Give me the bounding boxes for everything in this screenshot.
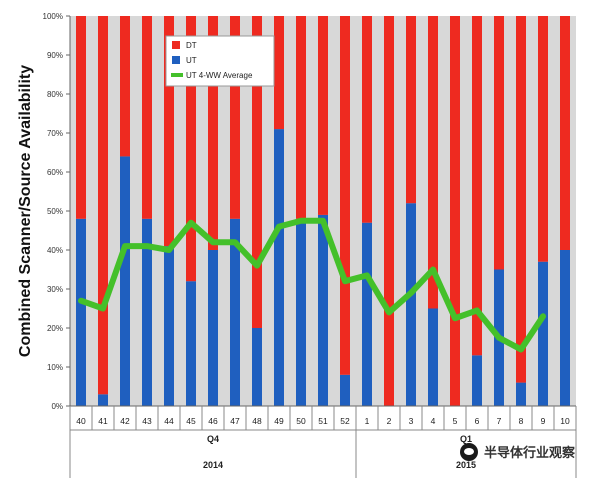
- x-tick-label-41: 41: [98, 416, 108, 426]
- bar-dt-40: [76, 16, 86, 219]
- bar-ut-46: [208, 250, 218, 406]
- wechat-icon: [459, 442, 478, 461]
- y-axis-label: Combined Scanner/Source Availability: [17, 65, 34, 357]
- bar-ut-52: [340, 374, 350, 406]
- bar-ut-4: [428, 308, 438, 406]
- y-axis: 0% 10% 20% 30% 40% 50% 60% 70% 80% 90% 100%: [43, 12, 71, 411]
- bar-dt-1: [362, 16, 372, 223]
- x-tick-label-43: 43: [142, 416, 152, 426]
- x-tick-label-52: 52: [340, 416, 350, 426]
- bar-dt-4: [428, 16, 438, 309]
- line-ut-4ww-average: [78, 217, 546, 353]
- x-tick-label-7: 7: [497, 416, 502, 426]
- bar-dt-49: [274, 16, 284, 130]
- x-tick-label-6: 6: [475, 416, 480, 426]
- bar-ut-41: [98, 394, 108, 406]
- x-tick-label-2: 2: [387, 416, 392, 426]
- bar-dt-47: [230, 16, 240, 219]
- y-tick-label: 100%: [43, 12, 63, 21]
- x-tick-label-46: 46: [208, 416, 218, 426]
- bar-dt-51: [318, 16, 328, 215]
- bar-ut-43: [142, 218, 152, 406]
- x-quarter-label-Q4: Q4: [207, 434, 219, 444]
- y-tick-label: 30%: [47, 285, 63, 294]
- bar-ut-6: [472, 355, 482, 406]
- y-tick-label: 0%: [51, 402, 63, 411]
- bar-dt-48: [252, 16, 262, 328]
- x-tick-label-47: 47: [230, 416, 240, 426]
- x-tick-label-3: 3: [409, 416, 414, 426]
- y-tick-label: 10%: [47, 363, 63, 372]
- bar-ut-51: [318, 214, 328, 406]
- bar-dt-44: [164, 16, 174, 247]
- x-tick-label-8: 8: [519, 416, 524, 426]
- bar-ut-9: [538, 261, 548, 406]
- bar-dt-6: [472, 16, 482, 356]
- bar-dt-52: [340, 16, 350, 375]
- bar-dt-46: [208, 16, 218, 250]
- y-tick-label: 20%: [47, 324, 63, 333]
- y-tick-label: 60%: [47, 168, 63, 177]
- legend-swatch-DT: [172, 41, 180, 49]
- x-tick-label-50: 50: [296, 416, 306, 426]
- legend-label-UT 4-WW Average: UT 4-WW Average: [186, 71, 253, 80]
- bar-ut-45: [186, 281, 196, 406]
- x-year-label-2014: 2014: [203, 460, 223, 470]
- bar-dt-45: [186, 16, 196, 282]
- bar-dt-3: [406, 16, 416, 204]
- x-tick-label-45: 45: [186, 416, 196, 426]
- y-tick-label: 50%: [47, 207, 63, 216]
- bar-dt-7: [494, 16, 504, 270]
- line-layer: [78, 217, 546, 353]
- x-tick-label-40: 40: [76, 416, 86, 426]
- legend-box: [165, 35, 275, 87]
- x-tick-label-1: 1: [365, 416, 370, 426]
- bar-dt-8: [516, 16, 526, 383]
- x-tick-label-9: 9: [541, 416, 546, 426]
- x-tick-label-44: 44: [164, 416, 174, 426]
- y-tick-label: 80%: [47, 90, 63, 99]
- bar-ut-40: [76, 218, 86, 406]
- bar-dt-50: [296, 16, 306, 219]
- legend: DT UT UT 4-WW Average: [165, 35, 275, 87]
- bar-dt-41: [98, 16, 108, 395]
- bar-dt-9: [538, 16, 548, 262]
- bar-dt-2: [384, 16, 394, 406]
- y-tick-label: 90%: [47, 51, 63, 60]
- bar-dt-10: [560, 16, 570, 250]
- bar-ut-10: [560, 250, 570, 406]
- watermark: 半导体行业观察: [459, 442, 575, 461]
- bar-ut-1: [362, 222, 372, 406]
- x-tick-label-49: 49: [274, 416, 284, 426]
- x-axis: 40 41 42 43 44 45 46 47 48 49 50 51 52 1 2 3 4 5 6 7 8 9 10Q42…: [69, 405, 577, 478]
- bars-layer: [76, 16, 570, 406]
- legend-label-UT: UT: [186, 56, 197, 65]
- legend-swatch-UT: [172, 56, 180, 64]
- y-tick-label: 70%: [47, 129, 63, 138]
- bar-ut-3: [406, 203, 416, 406]
- bar-ut-50: [296, 218, 306, 406]
- bar-ut-8: [516, 382, 526, 406]
- bar-dt-42: [120, 16, 130, 157]
- x-tick-label-5: 5: [453, 416, 458, 426]
- bar-ut-44: [164, 246, 174, 406]
- x-tick-label-10: 10: [560, 416, 570, 426]
- x-tick-label-42: 42: [120, 416, 130, 426]
- x-tick-label-48: 48: [252, 416, 262, 426]
- x-tick-label-51: 51: [318, 416, 328, 426]
- y-tick-label: 40%: [47, 246, 63, 255]
- bar-ut-48: [252, 328, 262, 406]
- x-quarter-label-Q1: Q1: [460, 434, 472, 444]
- bar-ut-47: [230, 218, 240, 406]
- watermark-text: 半导体行业观察: [483, 445, 575, 460]
- bar-ut-42: [120, 156, 130, 406]
- legend-label-DT: DT: [186, 41, 197, 50]
- bar-dt-5: [450, 16, 460, 406]
- x-tick-label-4: 4: [431, 416, 436, 426]
- bar-ut-49: [274, 129, 284, 406]
- bar-dt-43: [142, 16, 152, 219]
- x-year-label-2015: 2015: [456, 460, 476, 470]
